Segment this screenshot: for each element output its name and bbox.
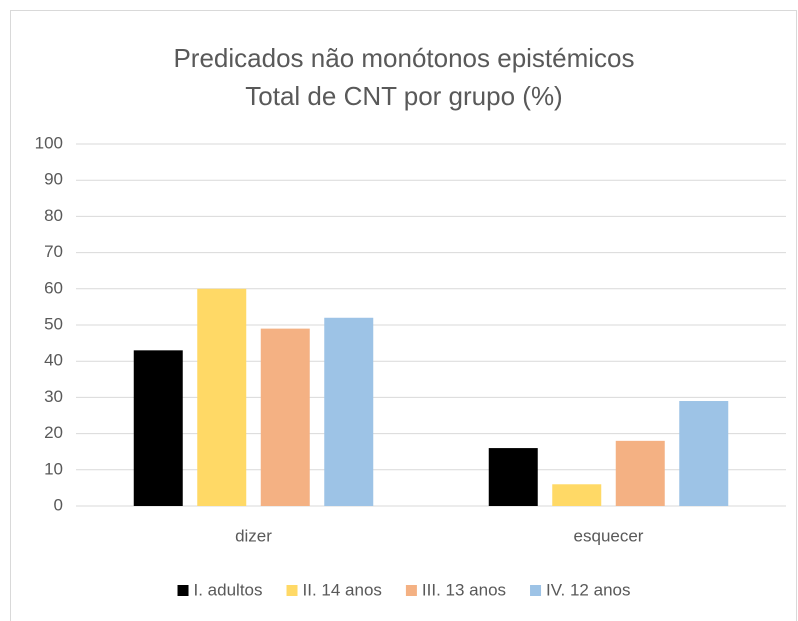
y-tick-label: 10 — [44, 459, 63, 478]
bar — [615, 440, 665, 506]
y-tick-label: 50 — [44, 314, 63, 333]
bar — [324, 317, 374, 506]
bar — [488, 448, 538, 506]
legend-label: I. adultos — [194, 580, 263, 599]
legend-swatch — [405, 585, 417, 596]
chart-title: Predicados não monótonos epistémicos — [173, 43, 634, 73]
y-tick-label: 60 — [44, 278, 63, 297]
bar — [260, 328, 310, 506]
bar — [133, 350, 183, 506]
bar — [552, 484, 602, 506]
y-tick-label: 30 — [44, 387, 63, 406]
y-tick-label: 0 — [54, 495, 63, 514]
y-tick-label: 90 — [44, 170, 63, 189]
x-tick-label: dizer — [235, 526, 272, 545]
legend-label: III. 13 anos — [422, 580, 506, 599]
y-tick-label: 40 — [44, 351, 63, 370]
bar — [679, 401, 729, 506]
chart-subtitle: Total de CNT por grupo (%) — [245, 81, 562, 111]
bar — [197, 288, 247, 506]
y-tick-label: 70 — [44, 242, 63, 261]
y-tick-label: 80 — [44, 206, 63, 225]
y-tick-label: 100 — [35, 133, 63, 152]
legend-swatch — [177, 585, 189, 596]
legend-swatch — [530, 585, 542, 596]
y-tick-label: 20 — [44, 423, 63, 442]
x-tick-label: esquecer — [574, 526, 644, 545]
legend-label: II. 14 anos — [303, 580, 382, 599]
chart-border — [10, 10, 797, 621]
legend-swatch — [286, 585, 298, 596]
legend-label: IV. 12 anos — [546, 580, 630, 599]
